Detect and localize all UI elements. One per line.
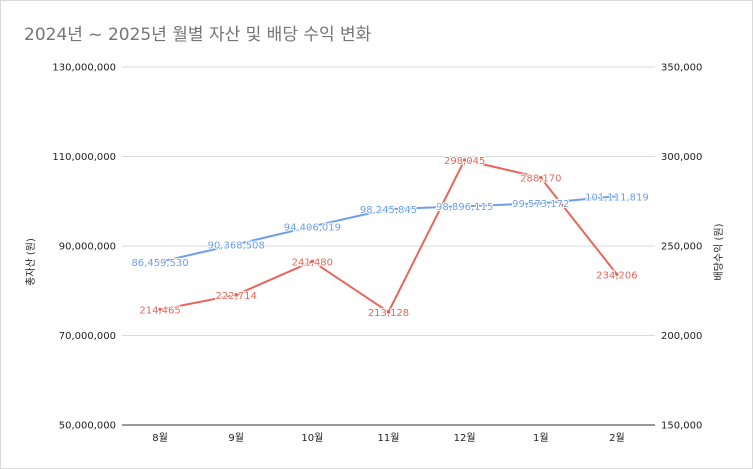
x-tick-label: 8월: [152, 432, 168, 444]
data-point: [234, 242, 239, 247]
data-point: [538, 201, 543, 205]
data-point: [234, 293, 239, 297]
data-label: 298,045: [444, 156, 485, 167]
x-axis-ticks: 8월 9월 10월 11월 12월 1월 2월: [152, 432, 624, 444]
data-point: [615, 194, 619, 199]
x-tick-label: 11월: [378, 432, 400, 444]
right-tick-label: 200,000: [661, 331, 702, 342]
gridlines: [122, 66, 655, 426]
data-label: 213,128: [368, 308, 409, 319]
data-point: [158, 260, 162, 264]
data-point: [615, 272, 619, 277]
data-label: 241,480: [292, 257, 333, 268]
left-tick-label: 110,000,000: [52, 152, 116, 163]
series: [158, 158, 619, 314]
data-point: [386, 207, 391, 211]
data-point: [462, 158, 467, 162]
data-labels: 214,465 222,714 241,480 213,128 298,045 288,1…: [130, 155, 649, 320]
chart-title: 2024년 ~ 2025년 월별 자산 및 배당 수익 변화: [24, 25, 372, 45]
right-tick-label: 300,000: [661, 152, 702, 163]
data-point: [462, 204, 467, 208]
right-axis-title: 배당수익 (원): [713, 223, 725, 280]
data-point: [310, 259, 315, 264]
right-axis-ticks: 150,000 200,000 250,000 300,000 350,000: [661, 63, 702, 432]
x-tick-label: 2월: [609, 432, 625, 444]
right-tick-label: 250,000: [661, 242, 702, 253]
data-point: [386, 310, 391, 314]
data-label: 222,714: [216, 291, 257, 302]
left-tick-label: 70,000,000: [59, 331, 116, 342]
left-tick-label: 130,000,000: [52, 63, 116, 74]
data-label: 234,206: [596, 270, 637, 281]
right-tick-label: 350,000: [661, 63, 702, 74]
left-tick-label: 50,000,000: [59, 421, 116, 432]
data-label: 214,465: [139, 306, 180, 317]
x-tick-label: 1월: [533, 432, 549, 444]
x-tick-label: 10월: [301, 432, 323, 444]
data-label: 101,111,819: [585, 192, 649, 203]
data-point: [158, 307, 162, 312]
data-label: 98,245,845: [360, 205, 417, 216]
left-axis-title: 총자산 (원): [25, 238, 37, 286]
data-label: 94,406,019: [284, 222, 341, 233]
left-tick-label: 90,000,000: [59, 242, 116, 253]
data-point: [538, 175, 543, 180]
data-label: 99,573,172: [512, 199, 569, 210]
left-axis-ticks: 50,000,000 70,000,000 90,000,000 110,000,00…: [52, 63, 116, 432]
data-label: 90,368,508: [208, 240, 265, 251]
data-label: 86,459,530: [131, 258, 188, 269]
data-point: [310, 224, 315, 229]
data-label: 98,896,115: [436, 202, 493, 213]
data-label: 288,170: [520, 174, 561, 185]
right-tick-label: 150,000: [661, 421, 702, 432]
x-tick-label: 9월: [228, 432, 244, 444]
x-tick-label: 12월: [454, 432, 476, 444]
